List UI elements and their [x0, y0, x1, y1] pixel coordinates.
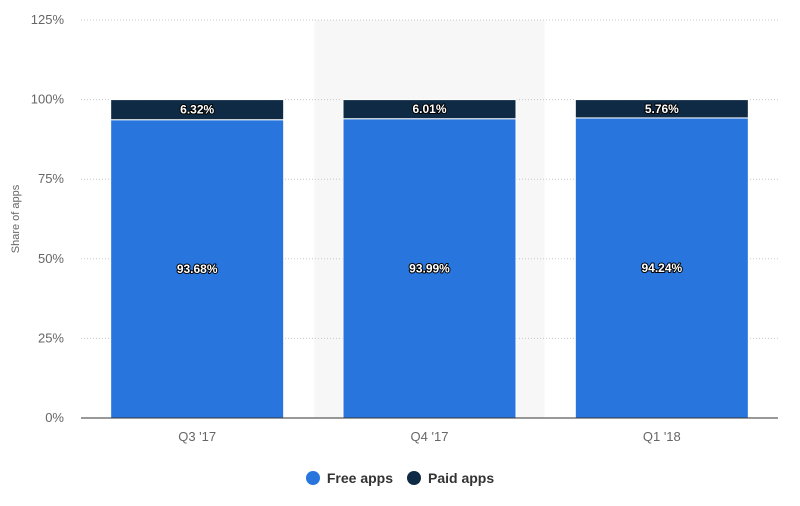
data-label: 5.76%	[645, 102, 679, 116]
y-tick-label: 125%	[31, 12, 65, 27]
data-label: 6.32%	[180, 103, 214, 117]
bar-free-apps	[342, 118, 517, 419]
legend-item[interactable]: Free apps	[305, 470, 393, 486]
bar-free-apps	[110, 119, 285, 419]
chart-legend: Free apps Paid apps	[0, 470, 800, 486]
y-tick-label: 100%	[31, 92, 65, 107]
legend-label: Free apps	[326, 470, 393, 486]
x-tick-label: Q3 '17	[178, 429, 216, 444]
bar-paid-apps	[342, 99, 517, 120]
y-tick-label: 75%	[38, 171, 64, 186]
x-tick-label: Q4 '17	[411, 429, 449, 444]
data-label: 93.68%	[177, 262, 218, 276]
y-axis-label: Share of apps	[10, 184, 22, 253]
y-tick-label: 50%	[38, 251, 64, 266]
legend-label: Paid apps	[428, 470, 495, 486]
y-tick-label: 25%	[38, 330, 64, 345]
stacked-bar-chart: Share of apps 0% 25% 50% 75% 100% 125% 93.68% 6…	[10, 12, 778, 444]
x-tick-label: Q1 '18	[643, 429, 681, 444]
data-label: 94.24%	[641, 261, 682, 275]
legend-swatch-icon	[407, 471, 421, 485]
bar-paid-apps	[574, 99, 749, 119]
data-label: 93.99%	[409, 261, 450, 275]
bar-paid-apps	[110, 99, 285, 121]
legend-item[interactable]: Paid apps	[407, 470, 494, 486]
legend-swatch-icon	[305, 471, 320, 485]
bar-free-apps	[574, 117, 749, 419]
y-tick-label: 0%	[45, 410, 64, 425]
data-label: 6.01%	[412, 102, 446, 116]
